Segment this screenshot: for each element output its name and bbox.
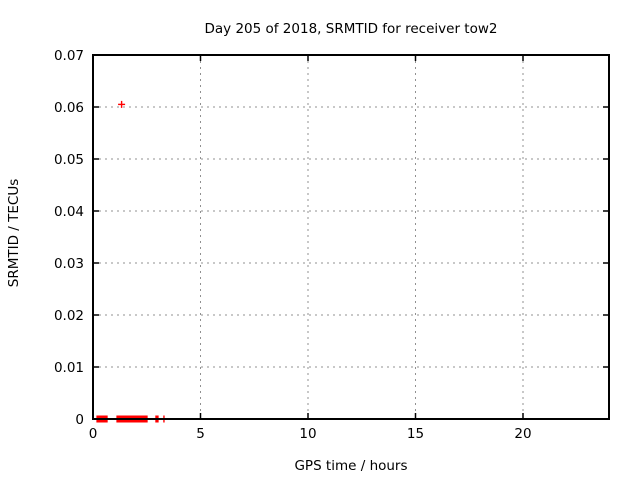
x-tick-label: 20 [514, 426, 531, 442]
y-tick-label: 0.05 [54, 152, 84, 168]
y-tick-label: 0.06 [54, 100, 84, 116]
y-tick-label: 0.02 [54, 308, 84, 324]
y-tick-label: 0 [75, 412, 84, 428]
y-tick-label: 0.04 [54, 204, 84, 220]
x-tick-label: 5 [196, 426, 205, 442]
y-tick-label: 0.01 [54, 360, 84, 376]
y-tick-label: 0.07 [54, 48, 84, 64]
x-tick-label: 0 [89, 426, 98, 442]
x-axis-label: GPS time / hours [294, 458, 408, 474]
y-tick-label: 0.03 [54, 256, 84, 272]
plot-border [92, 54, 610, 420]
x-tick-label: 10 [299, 426, 316, 442]
x-tick-label: 15 [407, 426, 424, 442]
chart-title: Day 205 of 2018, SRMTID for receiver tow… [204, 21, 498, 37]
